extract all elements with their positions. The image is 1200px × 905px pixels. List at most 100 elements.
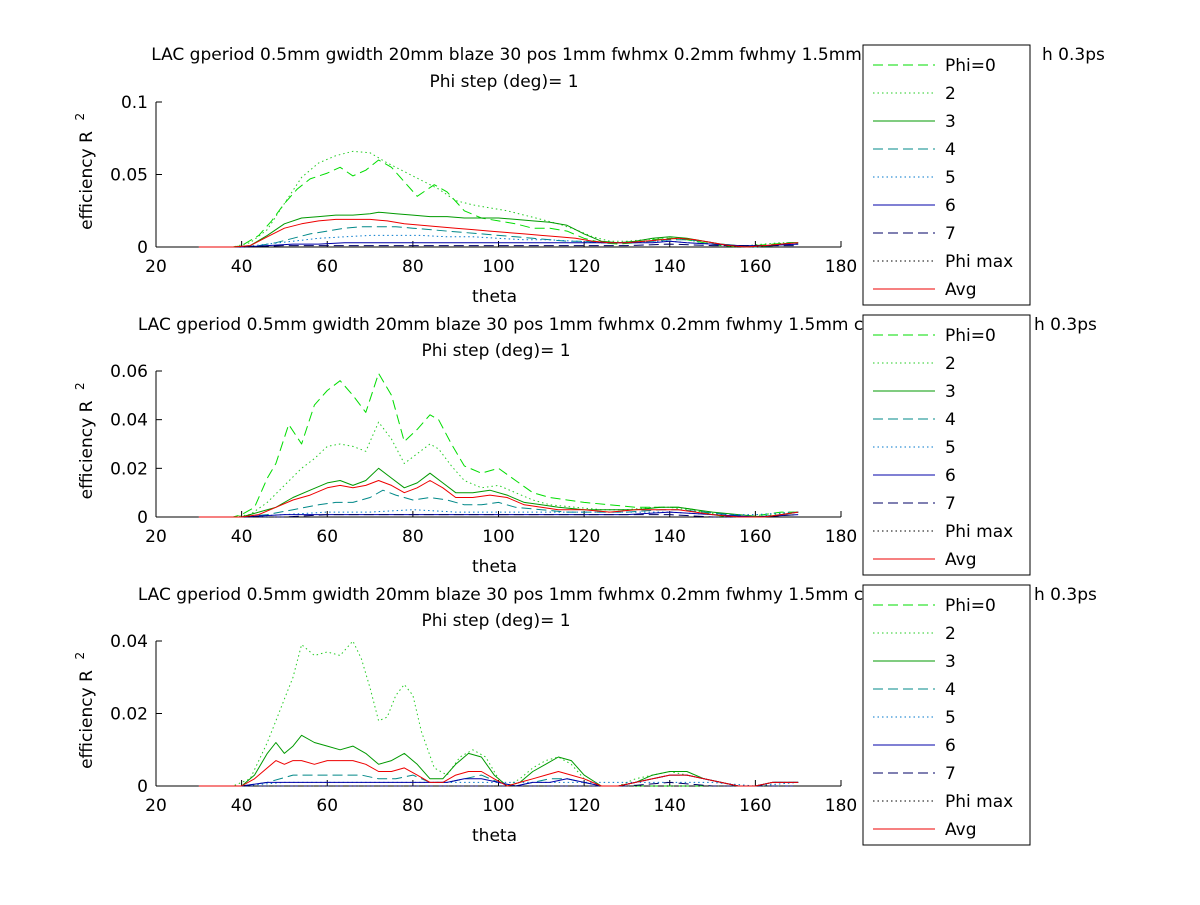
x-axis-label: theta — [472, 557, 517, 577]
series-line-7 — [198, 514, 799, 518]
x-tick-label: 180 — [825, 257, 857, 277]
x-tick-label: 20 — [145, 796, 167, 816]
legend-box — [862, 314, 1031, 576]
legend-label: 3 — [945, 382, 956, 402]
x-tick-label: 140 — [654, 257, 686, 277]
subplot-2: LAC gperiod 0.5mm gwidth 20mm blaze 30 p… — [73, 314, 1097, 577]
legend-label: Avg — [945, 820, 977, 840]
legend-label: 3 — [945, 652, 956, 672]
x-tick-label: 180 — [825, 527, 857, 547]
x-tick-label: 20 — [145, 527, 167, 547]
chart-title: LAC gperiod 0.5mm gwidth 20mm blaze 30 p… — [151, 45, 953, 65]
chart-title: LAC gperiod 0.5mm gwidth 20mm blaze 30 p… — [138, 585, 950, 605]
y-tick-label: 0 — [137, 508, 148, 528]
y-axis-label-superscript: 2 — [73, 113, 87, 121]
series-line-3 — [198, 467, 799, 518]
y-tick-label: 0.05 — [110, 166, 148, 186]
x-tick-label: 140 — [654, 527, 686, 547]
legend-label: Avg — [945, 550, 977, 570]
x-axis-label: theta — [472, 826, 517, 846]
legend-label: Phi max — [945, 252, 1013, 272]
legend-label: 2 — [945, 624, 956, 644]
legend-label: 3 — [945, 112, 956, 132]
legend: Phi=0 2 3 4 5 6 7 Phi max Avg — [862, 314, 1031, 576]
y-tick-label: 0.04 — [110, 411, 148, 431]
chart-title-tail: h 0.3ps — [1034, 315, 1097, 335]
x-tick-label: 140 — [654, 796, 686, 816]
x-tick-label: 160 — [739, 796, 771, 816]
series-line-9 — [198, 760, 799, 787]
legend-label: 5 — [945, 708, 956, 728]
legend-label: Phi=0 — [945, 56, 996, 76]
x-tick-label: 120 — [568, 796, 600, 816]
legend-label: Phi=0 — [945, 326, 996, 346]
y-axis-label-superscript: 2 — [73, 382, 87, 390]
legend-label: 4 — [945, 410, 956, 430]
y-tick-label: 0.06 — [110, 362, 148, 382]
series-line-3 — [198, 734, 799, 787]
legend-label: 6 — [945, 196, 956, 216]
legend-label: 5 — [945, 168, 956, 188]
legend-label: Phi max — [945, 792, 1013, 812]
x-tick-label: 120 — [568, 527, 600, 547]
x-tick-label: 120 — [568, 257, 600, 277]
x-tick-label: 100 — [482, 257, 514, 277]
legend-label: 7 — [945, 494, 956, 514]
y-axis-label-group: efficiency R 2 — [73, 652, 97, 769]
chart-title-tail: h 0.3ps — [1034, 585, 1097, 605]
x-tick-label: 180 — [825, 796, 857, 816]
series-line-9 — [198, 218, 799, 248]
legend-label: 6 — [945, 466, 956, 486]
legend-label: 6 — [945, 736, 956, 756]
series-line-6 — [198, 240, 799, 248]
y-axis-label: efficiency R — [77, 400, 97, 499]
legend-label: Phi=0 — [945, 596, 996, 616]
legend-label: 7 — [945, 764, 956, 784]
legend-label: 2 — [945, 354, 956, 374]
legend-label: 7 — [945, 224, 956, 244]
legend-label: 2 — [945, 84, 956, 104]
y-tick-label: 0.02 — [110, 459, 148, 479]
chart-subtitle: Phi step (deg)= 1 — [429, 72, 578, 92]
x-tick-label: 60 — [316, 796, 338, 816]
series-line-9 — [198, 480, 799, 518]
x-tick-label: 100 — [482, 796, 514, 816]
chart-title: LAC gperiod 0.5mm gwidth 20mm blaze 30 p… — [138, 315, 950, 335]
y-tick-label: 0.1 — [121, 93, 148, 113]
legend-label: Avg — [945, 280, 977, 300]
x-tick-label: 40 — [231, 796, 253, 816]
legend-box — [862, 584, 1031, 846]
x-axis-label: theta — [472, 287, 517, 307]
legend-label: 4 — [945, 140, 956, 160]
chart-title-tail: h 0.3ps — [1042, 45, 1105, 65]
x-tick-label: 60 — [316, 527, 338, 547]
x-tick-label: 60 — [316, 257, 338, 277]
x-tick-label: 100 — [482, 527, 514, 547]
y-axis-label-group: efficiency R 2 — [73, 382, 97, 499]
y-tick-label: 0 — [137, 777, 148, 797]
y-axis-label-superscript: 2 — [73, 652, 87, 660]
subplot-3: LAC gperiod 0.5mm gwidth 20mm blaze 30 p… — [73, 584, 1097, 846]
y-axis-label-group: efficiency R 2 — [73, 113, 97, 230]
legend: Phi=0 2 3 4 5 6 7 Phi max Avg — [862, 584, 1031, 846]
series-line-6 — [198, 511, 799, 518]
y-tick-label: 0.04 — [110, 632, 148, 652]
series-line-1 — [198, 372, 799, 518]
y-tick-label: 0 — [137, 238, 148, 258]
series-line-7 — [198, 243, 799, 248]
series-line-1 — [198, 159, 799, 248]
x-tick-label: 40 — [231, 257, 253, 277]
series-line-4 — [198, 489, 799, 518]
series-line-2 — [198, 640, 799, 787]
x-tick-label: 160 — [739, 257, 771, 277]
legend: Phi=0 2 3 4 5 6 7 Phi max Avg — [862, 44, 1031, 306]
y-tick-label: 0.02 — [110, 705, 148, 725]
legend-label: 4 — [945, 680, 956, 700]
x-tick-label: 80 — [402, 527, 424, 547]
x-tick-label: 160 — [739, 527, 771, 547]
y-axis-label: efficiency R — [77, 670, 97, 769]
x-tick-label: 20 — [145, 257, 167, 277]
legend-box — [862, 44, 1031, 306]
y-axis-label: efficiency R — [77, 131, 97, 230]
